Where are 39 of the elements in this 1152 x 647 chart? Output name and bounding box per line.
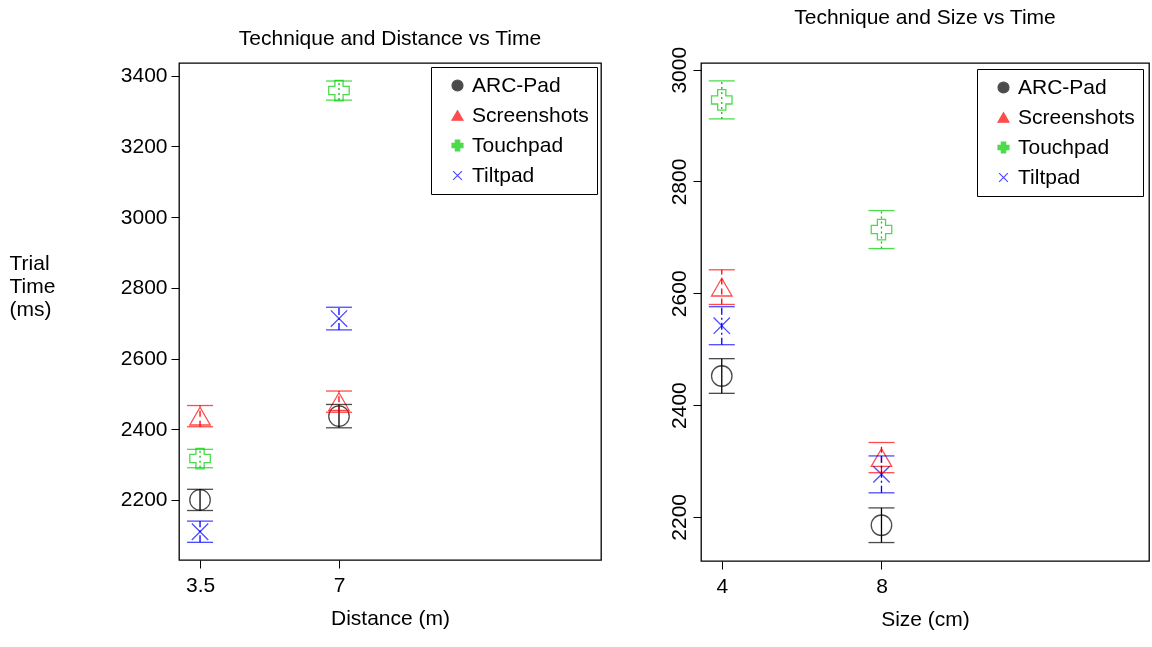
point	[710, 277, 733, 297]
chart-title: Technique and Size vs Time	[794, 5, 1056, 29]
y-tick-label: 2400	[120, 416, 168, 440]
y-tick-label: 3000	[120, 204, 168, 228]
x-tick-label: 8	[876, 573, 888, 597]
legend-label: Screenshots	[472, 102, 589, 126]
x-tick-label: 7	[333, 572, 346, 596]
point	[330, 309, 348, 328]
y-tick-label: 3400	[120, 63, 168, 87]
y-tick-label: 3200	[120, 133, 168, 157]
y-tick-label: 3000	[666, 46, 690, 94]
y-tick-label: 2600	[120, 346, 168, 370]
legend-label: Tiltpad	[472, 162, 535, 186]
y-tick-label: 2600	[666, 270, 690, 318]
point	[191, 522, 209, 541]
legend-label: Screenshots	[1018, 104, 1135, 128]
point	[870, 218, 893, 241]
x-tick-label: 3.5	[185, 572, 216, 596]
point	[712, 316, 731, 335]
y-tick-label: 2200	[120, 487, 168, 511]
legend-label: Touchpad	[1018, 134, 1110, 158]
legend-label: Touchpad	[472, 132, 564, 156]
point	[870, 448, 893, 468]
y-tick-label: 2800	[666, 158, 690, 206]
x-axis-title: Distance (m)	[330, 605, 451, 629]
y-axis-title: Trial Time (ms)	[9, 250, 56, 320]
x-tick-label: 4	[716, 573, 729, 597]
legend-label: Tiltpad	[1018, 164, 1081, 188]
point	[870, 514, 893, 537]
legend-label: ARC-Pad	[472, 72, 561, 96]
point	[872, 465, 891, 484]
y-tick-label: 2400	[666, 382, 690, 429]
point	[710, 365, 733, 387]
legend-label: ARC-Pad	[1018, 74, 1107, 98]
y-tick-label: 2200	[666, 493, 690, 541]
y-tick-label: 2800	[120, 275, 168, 299]
chart-title: Technique and Distance vs Time	[238, 26, 542, 49]
point	[710, 88, 733, 111]
x-axis-title: Size (cm)	[881, 606, 970, 630]
